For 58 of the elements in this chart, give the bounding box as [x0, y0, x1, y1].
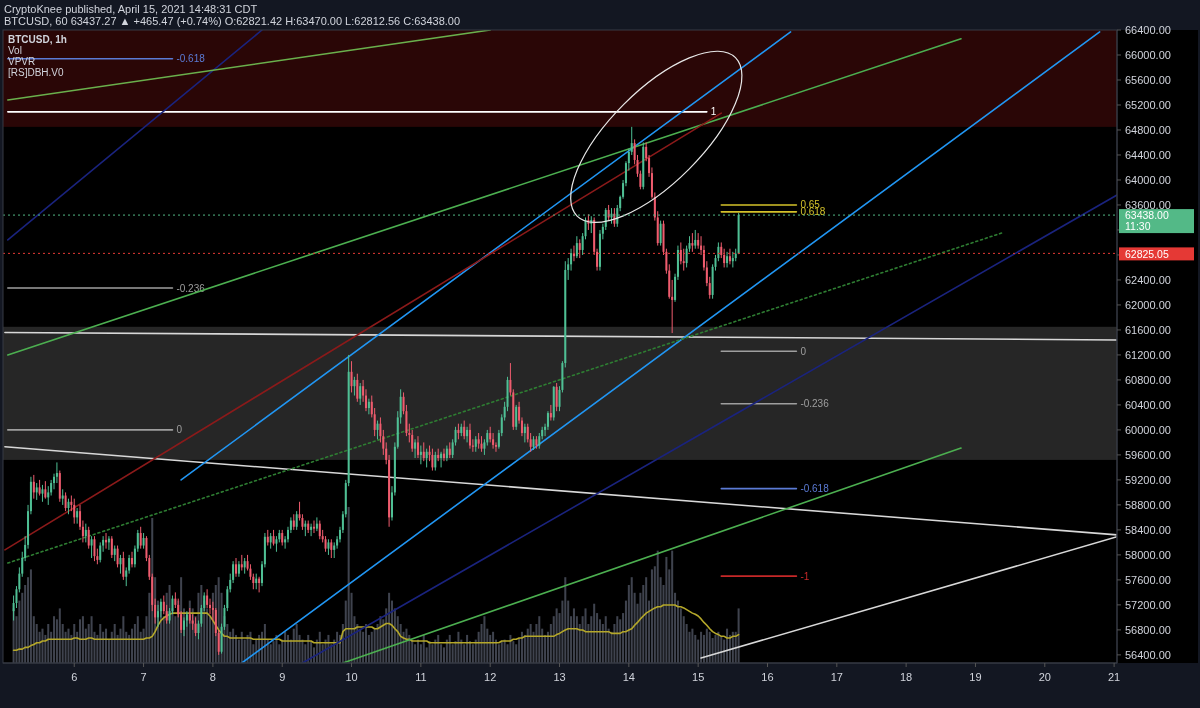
annotation: VPVR [8, 55, 36, 67]
annotation: Vol [8, 44, 22, 56]
series-label: -0.236 [800, 398, 830, 410]
x-tick-label: 18 [900, 670, 913, 683]
x-tick-label: 7 [140, 670, 147, 683]
y-tick-label: 63600.00 [1125, 198, 1171, 211]
x-tick-label: 14 [622, 670, 635, 683]
y-tick-label: 58000.00 [1125, 548, 1171, 561]
y-tick-label: 59600.00 [1125, 448, 1171, 461]
x-tick-label: 16 [761, 670, 774, 683]
y-tick-label: 62000.00 [1125, 298, 1171, 311]
x-tick-label: 20 [1038, 670, 1051, 683]
annotation: BTCUSD, 1h [8, 33, 67, 45]
y-tick-label: 57600.00 [1125, 573, 1171, 586]
x-tick-label: 17 [830, 670, 843, 683]
x-tick-label: 6 [71, 670, 78, 683]
series-label: -0.236 [176, 282, 206, 294]
y-tick-label: 61200.00 [1125, 348, 1171, 361]
y-tick-label: 66000.00 [1125, 48, 1171, 61]
x-tick-label: 21 [1107, 670, 1121, 683]
text: 11:30 [1125, 220, 1151, 233]
x-tick-label: 19 [969, 670, 982, 683]
y-tick-label: 56800.00 [1125, 623, 1171, 636]
series-label: -0.618 [176, 53, 206, 65]
y-tick-label: 65200.00 [1125, 98, 1171, 111]
series-label: 0.618 [800, 206, 826, 218]
y-tick-label: 64000.00 [1125, 173, 1171, 186]
series-label: 0 [176, 424, 183, 436]
x-tick-label: 12 [484, 670, 497, 683]
series-label: 0 [800, 345, 807, 357]
x-tick-label: 9 [279, 670, 286, 683]
y-tick-label: 60800.00 [1125, 373, 1171, 386]
chart-subtitle: BTCUSD, 60 63437.27 ▲ +465.47 (+0.74%) O:62821.42 H:63470.00 L:62812.56 C:63438.00 [4, 14, 461, 27]
y-tick-label: 56400.00 [1125, 648, 1171, 661]
ref-line-label: 63438.00 [1125, 209, 1169, 222]
annotation: [RS]DBH.V0 [8, 66, 65, 78]
y-tick-label: 65600.00 [1125, 73, 1171, 86]
y-tick-label: 59200.00 [1125, 473, 1171, 486]
y-tick-label: 57200.00 [1125, 598, 1171, 611]
y-tick-label: 58400.00 [1125, 523, 1171, 536]
y-tick-label: 66400.00 [1125, 23, 1171, 36]
series-label: -0.618 [800, 483, 830, 495]
y-tick-label: 64400.00 [1125, 148, 1171, 161]
ref-line-label: 62825.05 [1125, 247, 1169, 260]
y-tick-label: 60400.00 [1125, 398, 1171, 411]
x-tick-label: 15 [692, 670, 705, 683]
y-tick-label: 64800.00 [1125, 123, 1171, 136]
series-label: 1 [710, 106, 717, 118]
series-label: -1 [800, 570, 810, 582]
x-tick-label: 10 [345, 670, 358, 683]
y-tick-label: 58800.00 [1125, 498, 1171, 511]
y-tick-label: 60000.00 [1125, 423, 1171, 436]
y-tick-label: 62400.00 [1125, 273, 1171, 286]
x-tick-label: 11 [415, 670, 427, 683]
x-tick-label: 13 [553, 670, 566, 683]
chart-title: CryptoKnee published, April 15, 2021 14:48:31 CDT [4, 2, 258, 15]
x-tick-label: 8 [209, 670, 216, 683]
y-tick-label: 61600.00 [1125, 323, 1171, 336]
